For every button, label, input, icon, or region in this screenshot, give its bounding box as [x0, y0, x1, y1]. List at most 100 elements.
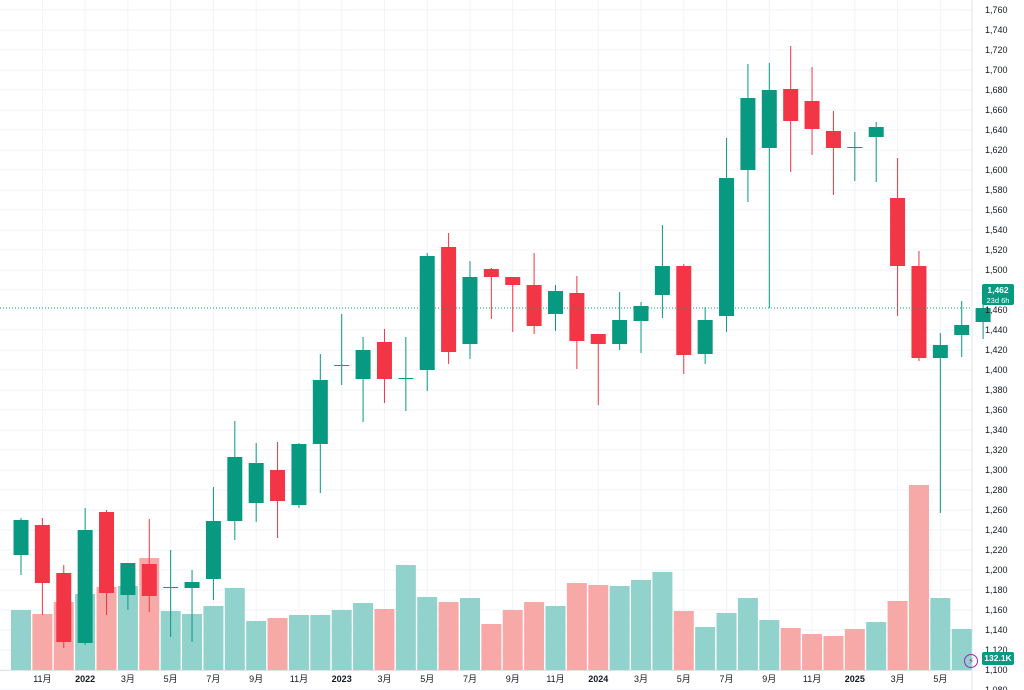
- price-tick-label: 1,140: [985, 625, 1008, 635]
- candle-body: [569, 293, 585, 341]
- time-tick-label: 3月: [121, 674, 135, 684]
- price-tick-label: 1,540: [985, 225, 1008, 235]
- candle-body: [141, 564, 157, 596]
- time-tick-label: 11月: [803, 674, 821, 684]
- price-axis: 1,080 1,100 1,120 1,140 1,160 1,180 1,200 1,220…: [985, 5, 1008, 690]
- candle-body: [868, 127, 884, 137]
- price-tick-label: 1,300: [985, 465, 1008, 475]
- time-tick-label: 7月: [463, 674, 477, 684]
- time-tick-label: 3月: [377, 674, 391, 684]
- volume-bar: [395, 565, 416, 670]
- volume-bar: [374, 609, 395, 670]
- volume-bar: [160, 611, 181, 670]
- price-tick-label: 1,640: [985, 125, 1008, 135]
- volume-bar: [673, 611, 694, 670]
- volume-bar: [887, 601, 908, 670]
- price-tick-label: 1,740: [985, 25, 1008, 35]
- price-tick-label: 1,380: [985, 385, 1008, 395]
- time-tick-label: 3月: [891, 674, 905, 684]
- candle-body: [376, 342, 392, 379]
- volume-bar: [780, 628, 801, 670]
- candle-body: [291, 444, 307, 505]
- volume-bar: [566, 583, 587, 670]
- time-tick-label: 11月: [546, 674, 564, 684]
- price-tick-label: 1,280: [985, 485, 1008, 495]
- volume-bar: [545, 606, 566, 670]
- volume-bar: [716, 613, 737, 670]
- price-tick-label: 1,340: [985, 425, 1008, 435]
- candle-body: [441, 247, 457, 352]
- price-tick-label: 1,720: [985, 45, 1008, 55]
- candle-body: [932, 345, 948, 358]
- volume-bar: [502, 610, 523, 670]
- candle-body: [56, 573, 72, 642]
- volume-bar: [459, 598, 480, 670]
- time-tick-label: 2022: [75, 674, 95, 684]
- price-tick-label: 1,440: [985, 325, 1008, 335]
- candle-body: [163, 587, 179, 588]
- price-tick-label: 1,580: [985, 185, 1008, 195]
- price-tick-label: 1,240: [985, 525, 1008, 535]
- volume-bar: [631, 580, 652, 670]
- candle-body: [483, 269, 499, 277]
- candle-body: [847, 147, 863, 148]
- volume-bar: [96, 587, 117, 670]
- candle-body: [355, 350, 371, 379]
- volume-bar: [588, 585, 609, 670]
- price-tick-label: 1,400: [985, 365, 1008, 375]
- volume-bar: [866, 622, 887, 670]
- candle-body: [825, 131, 841, 148]
- volume-bar: [759, 620, 780, 670]
- time-tick-label: 5月: [677, 674, 691, 684]
- time-tick-label: 9月: [249, 674, 263, 684]
- time-axis-border: [0, 670, 972, 671]
- time-tick-label: 2025: [845, 674, 865, 684]
- candle-body: [34, 525, 50, 583]
- candle-body: [633, 306, 649, 321]
- price-tick-label: 1,260: [985, 505, 1008, 515]
- bolt-icon[interactable]: ⚡: [964, 654, 978, 668]
- candle-body: [911, 266, 927, 358]
- volume-bar: [652, 572, 673, 670]
- candle-body: [761, 90, 777, 148]
- candle-body: [612, 320, 628, 344]
- candle-body: [184, 582, 200, 588]
- price-tick-label: 1,080: [985, 685, 1008, 690]
- price-tick-label: 1,760: [985, 5, 1008, 15]
- time-tick-label: 3月: [634, 674, 648, 684]
- price-tick-label: 1,120: [985, 645, 1008, 655]
- candle-body: [719, 178, 735, 316]
- volume-bar: [203, 606, 224, 670]
- candle-body: [654, 266, 670, 295]
- time-tick-label: 11月: [33, 674, 51, 684]
- price-tick-label: 1,160: [985, 605, 1008, 615]
- volume-bar: [417, 597, 438, 670]
- price-tick-label: 1,360: [985, 405, 1008, 415]
- volume-bar: [117, 586, 138, 670]
- candle-body: [505, 277, 521, 285]
- volume-value-badge: 132.1K: [982, 652, 1014, 665]
- time-tick-label: 7月: [206, 674, 220, 684]
- price-tick-label: 1,200: [985, 565, 1008, 575]
- candle-body: [697, 320, 713, 354]
- price-tick-label: 1,420: [985, 345, 1008, 355]
- volume-bar: [11, 610, 31, 670]
- volume-bar: [930, 598, 951, 670]
- volume-bar: [224, 588, 245, 670]
- price-tick-label: 1,100: [985, 665, 1008, 675]
- candle-body: [77, 530, 93, 643]
- bar-countdown: 23d 6h: [986, 296, 1010, 305]
- price-tick-label: 1,320: [985, 445, 1008, 455]
- time-tick-label: 5月: [420, 674, 434, 684]
- candle-body: [120, 563, 136, 595]
- price-candles: [13, 46, 991, 648]
- price-tick-label: 1,560: [985, 205, 1008, 215]
- price-tick-label: 1,620: [985, 145, 1008, 155]
- time-tick-label: 7月: [720, 674, 734, 684]
- candle-body: [99, 512, 115, 593]
- volume-bar: [32, 614, 53, 670]
- last-price-value: 1,462: [987, 285, 1009, 295]
- candle-body: [13, 520, 29, 555]
- volume-bar: [524, 602, 545, 670]
